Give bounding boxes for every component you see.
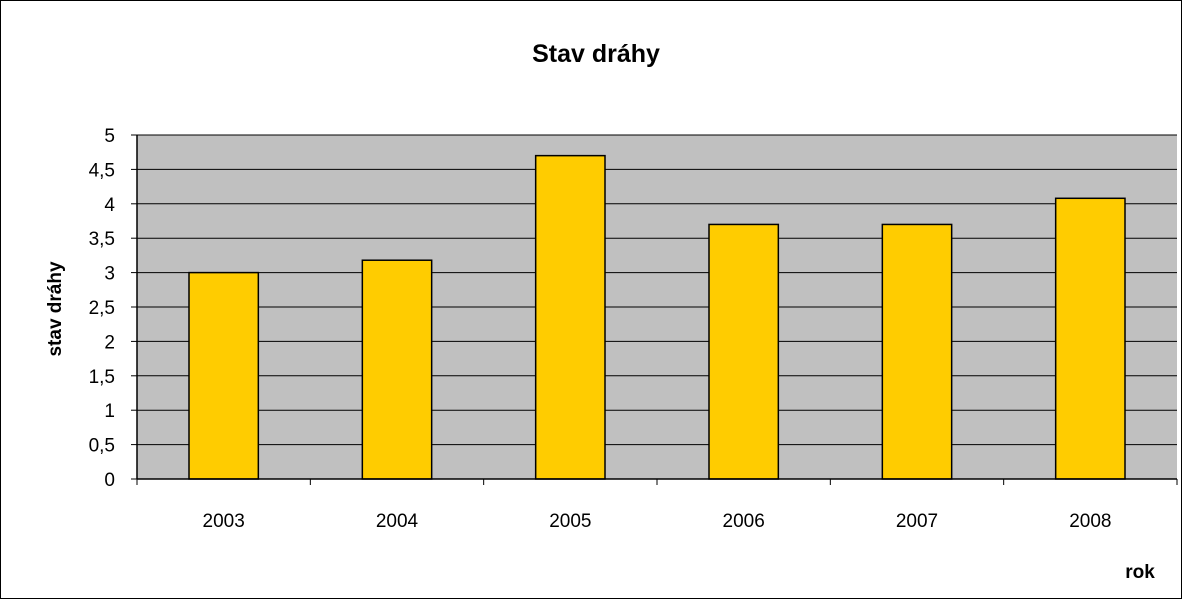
y-tick-label: 1 — [104, 401, 115, 422]
bar-2008 — [1054, 197, 1126, 480]
y-tick-labels: 0 0,5 1 1,5 2 2,5 3 3,5 4 4,5 5 — [89, 126, 116, 491]
y-axis-title: stav dráhy — [45, 261, 66, 356]
gridlines — [137, 134, 1177, 446]
y-tick-label: 0,5 — [89, 436, 115, 457]
x-tick-label: 2005 — [549, 511, 591, 532]
y-tick-label: 4,5 — [89, 160, 115, 181]
bar-2005 — [534, 154, 606, 480]
bar-2006 — [708, 223, 780, 480]
x-axis-title: rok — [1125, 562, 1155, 583]
y-tick-label: 3 — [104, 264, 115, 285]
x-tick-label: 2006 — [723, 511, 765, 532]
x-tick-labels: 2003 2004 2005 2006 2007 2008 — [203, 511, 1112, 532]
y-tick-label: 2 — [104, 332, 115, 353]
x-tick-label: 2007 — [896, 511, 938, 532]
x-tick-label: 2004 — [376, 511, 419, 532]
bar-2004 — [361, 259, 433, 480]
y-tick-label: 3,5 — [89, 229, 115, 250]
bar-2007 — [881, 223, 953, 480]
y-tick-label: 4 — [104, 195, 115, 216]
y-tick-label: 2,5 — [89, 298, 115, 319]
x-tick-label: 2003 — [203, 511, 245, 532]
y-tick-label: 1,5 — [89, 367, 115, 388]
bar-2003 — [188, 271, 260, 480]
y-tick-label: 5 — [104, 126, 115, 147]
y-tick-label: 0 — [104, 470, 115, 491]
axes — [131, 134, 1178, 485]
x-tick-label: 2008 — [1069, 511, 1111, 532]
chart-title: Stav dráhy — [532, 40, 660, 68]
bars — [188, 154, 1126, 480]
